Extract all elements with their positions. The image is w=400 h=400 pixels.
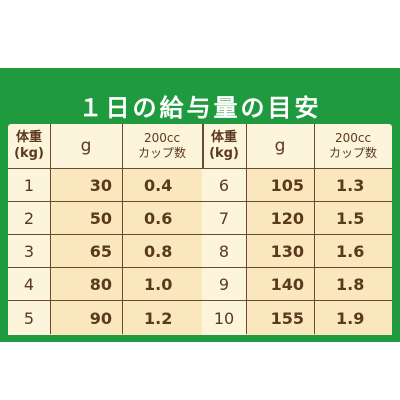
table-row: 6 105 1.3	[202, 168, 392, 201]
weight-cell: 8	[202, 235, 246, 267]
column-divider	[50, 124, 51, 334]
cups-cell: 0.4	[122, 169, 202, 201]
grams-cell: 50	[50, 202, 122, 234]
table-row: 2 50 0.6	[8, 201, 202, 234]
grams-header: g	[274, 136, 286, 156]
cups-cell: 1.8	[314, 268, 392, 300]
grams-cell: 140	[246, 268, 314, 300]
weight-cell: 3	[8, 235, 50, 267]
table-row: 8 130 1.6	[202, 234, 392, 267]
grams-header: g	[80, 136, 92, 156]
cups-header-label: カップ数	[328, 146, 377, 160]
cups-cell: 1.2	[122, 301, 202, 335]
weight-cell: 6	[202, 169, 246, 201]
table-header-row: 体重 (kg) g 200cc カップ数	[8, 124, 202, 168]
weight-header-label: 体重	[15, 130, 42, 145]
cups-header-size: 200cc	[334, 131, 372, 145]
weight-header: 体重 (kg)	[202, 124, 246, 168]
page-title: １日の給与量の目安	[78, 94, 322, 122]
cups-header-label: カップ数	[137, 146, 186, 160]
table-row: 10 155 1.9	[202, 300, 392, 335]
table-row: 3 65 0.8	[8, 234, 202, 267]
weight-cell: 10	[202, 301, 246, 335]
cups-header: 200cc カップ数	[122, 124, 202, 168]
column-divider	[246, 124, 247, 334]
table-right-half: 体重 (kg) g 200cc カップ数 6 105 1.3 7 120 1.5	[202, 124, 392, 335]
cups-header-size: 200cc	[143, 131, 181, 145]
table-left-half: 体重 (kg) g 200cc カップ数 1 30 0.4 2 50 0.6	[8, 124, 202, 335]
cups-cell: 1.9	[314, 301, 392, 335]
weight-header-unit: (kg)	[14, 146, 44, 161]
weight-header-unit: (kg)	[209, 146, 239, 161]
table-row: 9 140 1.8	[202, 267, 392, 300]
weight-header-label: 体重	[210, 130, 237, 145]
cups-cell: 1.6	[314, 235, 392, 267]
column-divider	[122, 124, 123, 334]
grams-cell: 80	[50, 268, 122, 300]
weight-cell: 5	[8, 301, 50, 335]
feeding-table: 体重 (kg) g 200cc カップ数 1 30 0.4 2 50 0.6	[8, 124, 392, 335]
column-divider	[314, 124, 315, 334]
cups-cell: 1.5	[314, 202, 392, 234]
weight-cell: 1	[8, 169, 50, 201]
cups-cell: 0.6	[122, 202, 202, 234]
cups-header: 200cc カップ数	[314, 124, 392, 168]
grams-cell: 65	[50, 235, 122, 267]
table-row: 7 120 1.5	[202, 201, 392, 234]
grams-cell: 155	[246, 301, 314, 335]
weight-cell: 4	[8, 268, 50, 300]
weight-cell: 9	[202, 268, 246, 300]
cups-cell: 0.8	[122, 235, 202, 267]
weight-header: 体重 (kg)	[8, 124, 50, 168]
table-header-row: 体重 (kg) g 200cc カップ数	[202, 124, 392, 168]
grams-cell: 30	[50, 169, 122, 201]
feeding-guide-panel: １日の給与量の目安 体重 (kg) g 200cc カップ数 1 30 0.4	[0, 68, 400, 342]
table-row: 4 80 1.0	[8, 267, 202, 300]
grams-cell: 90	[50, 301, 122, 335]
table-row: 5 90 1.2	[8, 300, 202, 335]
grams-cell: 105	[246, 169, 314, 201]
weight-cell: 7	[202, 202, 246, 234]
grams-cell: 120	[246, 202, 314, 234]
cups-cell: 1.3	[314, 169, 392, 201]
grams-cell: 130	[246, 235, 314, 267]
weight-cell: 2	[8, 202, 50, 234]
cups-cell: 1.0	[122, 268, 202, 300]
table-row: 1 30 0.4	[8, 168, 202, 201]
